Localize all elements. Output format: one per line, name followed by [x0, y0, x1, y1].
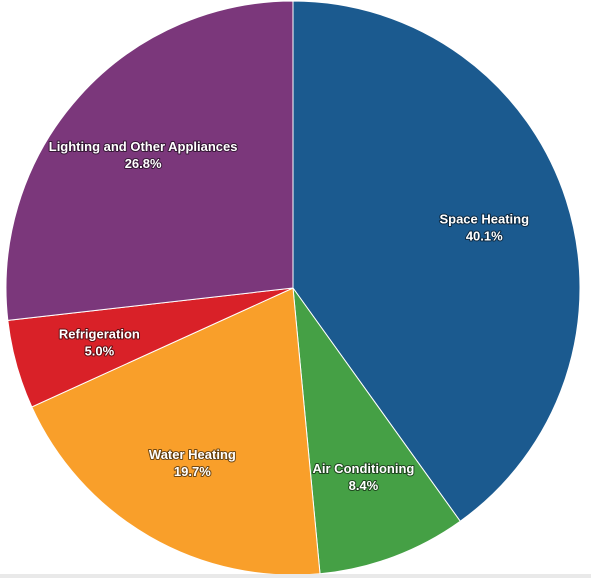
pie-slice-space-heating — [292, 0, 581, 522]
slice-label-lighting-and-other-appliances: Lighting and Other Appliances — [49, 139, 238, 154]
slice-value-water-heating: 19.7% — [174, 464, 211, 479]
slice-value-lighting-and-other-appliances: 26.8% — [125, 156, 162, 171]
labels-layer: Space Heating 40.1% Air Conditioning 8.4% Wa… — [48, 138, 530, 494]
slice-label-space-heating: Space Heating — [439, 212, 529, 227]
slice-label-water-heating: Water Heating — [149, 447, 236, 462]
slices-layer — [5, 0, 581, 576]
pie-slice-lighting-and-other-appliances — [5, 0, 294, 321]
slice-value-space-heating: 40.1% — [466, 229, 503, 244]
slice-label-refrigeration: Refrigeration — [59, 327, 140, 342]
slice-value-refrigeration: 5.0% — [85, 344, 115, 359]
pie-slice-air-conditioning — [292, 286, 461, 575]
slice-label-air-conditioning: Air Conditioning — [313, 461, 415, 476]
slice-value-air-conditioning: 8.4% — [349, 478, 379, 493]
window-bottom-edge — [0, 574, 591, 578]
